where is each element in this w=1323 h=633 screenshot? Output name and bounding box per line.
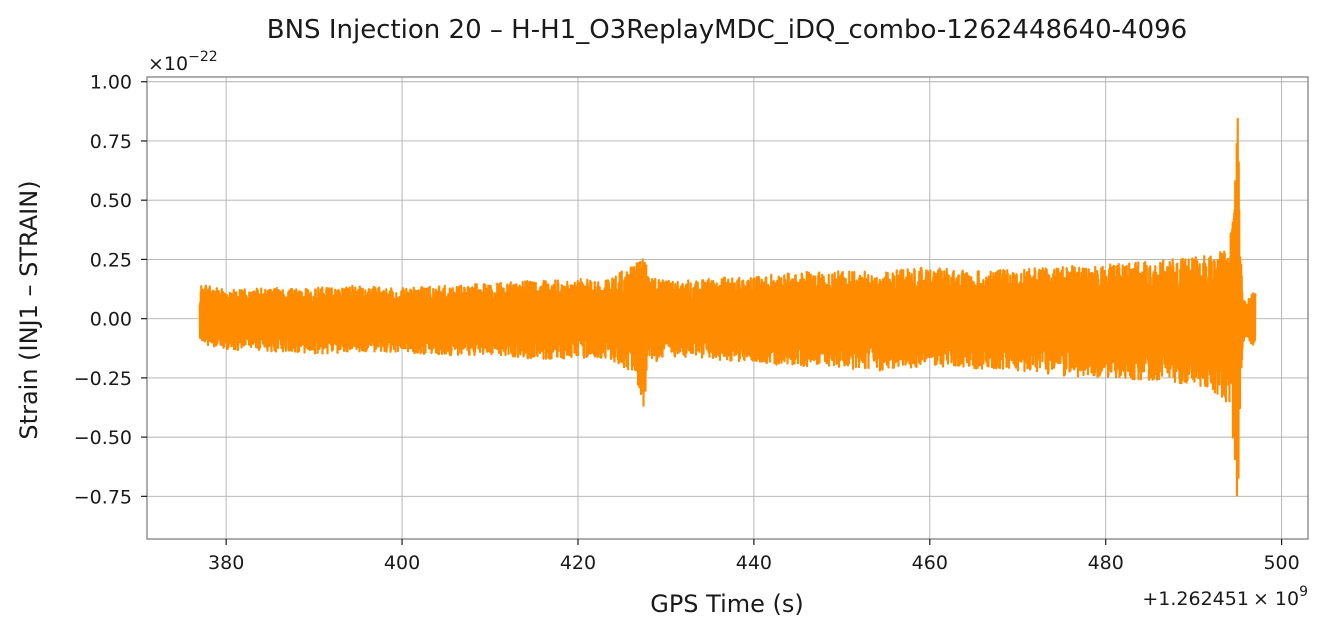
y-scale-label: ×10−22 [148, 49, 218, 75]
x-tick-label: 480 [1088, 552, 1124, 574]
x-tick-label: 400 [384, 552, 420, 574]
y-tick-label: 0.75 [90, 131, 132, 153]
x-tick-label: 380 [208, 552, 244, 574]
plot-area [198, 117, 1257, 497]
x-tick-label: 460 [912, 552, 948, 574]
y-tick-label: 0.25 [90, 249, 132, 271]
x-offset-label: +1.262451 × 109 [1142, 584, 1308, 610]
x-tick-label: 500 [1263, 552, 1299, 574]
y-tick-label: −0.50 [74, 427, 132, 449]
y-tick-label: 0.00 [90, 309, 132, 331]
y-axis-label: Strain (INJ1 – STRAIN) [15, 180, 43, 439]
x-axis-label: GPS Time (s) [650, 590, 804, 618]
chart-title: BNS Injection 20 – H-H1_O3ReplayMDC_iDQ_… [267, 15, 1187, 45]
y-tick-label: −0.75 [74, 486, 132, 508]
ticks: 380 400 420 440 460 480 500 −0.75 −0.50 −0.25 0.00… [74, 72, 1300, 574]
axes-frame [146, 76, 1309, 540]
y-tick-label: −0.25 [74, 368, 132, 390]
strain-series-line [198, 117, 1257, 497]
x-tick-label: 420 [560, 552, 596, 574]
y-tick-label: 0.50 [90, 190, 132, 212]
y-tick-label: 1.00 [90, 72, 132, 94]
x-tick-label: 440 [736, 552, 772, 574]
